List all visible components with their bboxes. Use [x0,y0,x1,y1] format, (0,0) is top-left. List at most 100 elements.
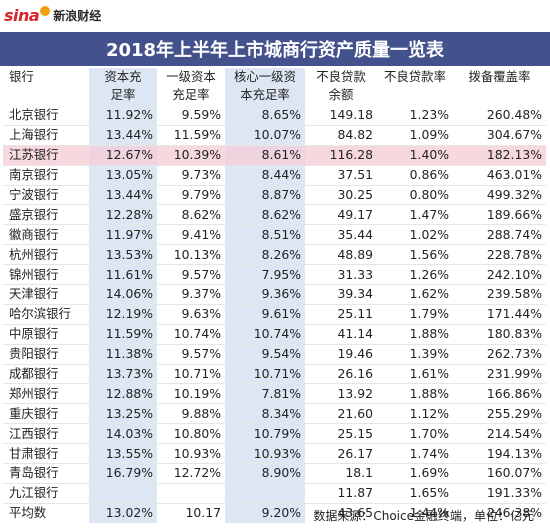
value-cell-provision-coverage: 171.44% [453,304,546,325]
bank-name-cell: 成都银行 [3,364,89,385]
value-cell-provision-coverage: 260.48% [453,106,546,126]
bank-name-cell: 北京银行 [3,106,89,126]
value-cell-provision-coverage: 262.73% [453,344,546,365]
header-line: 不良贷款 [316,69,366,84]
value-cell-capital-adequacy: 13.73% [89,364,157,385]
table-row: 锦州银行 11.61% 9.57% 7.95% 31.33 1.26% 242.10% [3,264,546,286]
value-cell-npl-ratio: 1.88% [377,324,453,345]
value-cell-core-tier1: 10.93% [225,443,305,465]
bank-name-cell: 贵阳银行 [3,344,89,365]
header-line: 银行 [9,69,34,84]
logo-brand-text: sina [4,5,40,25]
header-line: 拨备覆盖率 [468,69,531,84]
value-cell-tier1-capital: 11.59% [157,125,225,146]
value-cell-npl-ratio: 1.12% [377,403,453,425]
bank-name-cell: 徽商银行 [3,224,89,246]
value-cell-tier1-capital: 10.71% [157,364,225,385]
value-cell-core-tier1: 9.20% [225,503,305,523]
value-cell-npl-balance: 25.15 [305,423,377,445]
value-cell-core-tier1: 10.74% [225,324,305,345]
value-cell-provision-coverage: 194.13% [453,443,546,465]
value-cell-npl-balance: 41.14 [305,324,377,345]
value-cell-npl-balance: 11.87 [305,483,377,504]
value-cell-tier1-capital: 9.37% [157,284,225,305]
table-title: 2018年上半年上市城商行资产质量一览表 [0,32,550,66]
value-cell-core-tier1 [225,483,305,504]
value-cell-provision-coverage: 182.13% [453,145,546,166]
table-row: 南京银行 13.05% 9.73% 8.44% 37.51 0.86% 463.01% [3,165,546,186]
value-cell-capital-adequacy: 11.59% [89,324,157,345]
value-cell-npl-ratio: 1.61% [377,364,453,385]
value-cell-capital-adequacy: 12.19% [89,304,157,325]
bank-name-cell: 杭州银行 [3,244,89,266]
value-cell-npl-ratio: 1.40% [377,145,453,166]
value-cell-core-tier1: 8.87% [225,185,305,206]
value-cell-capital-adequacy: 13.05% [89,165,157,186]
value-cell-npl-ratio: 1.65% [377,483,453,504]
column-header-provision-coverage: 拨备覆盖率 [453,68,546,106]
bank-name-cell: 平均数 [9,505,47,521]
header-line: 充足率 [172,87,210,102]
value-cell-tier1-capital: 9.57% [157,344,225,365]
value-cell-npl-ratio: 1.56% [377,244,453,266]
value-cell-tier1-capital: 9.79% [157,185,225,206]
bank-name-cell: 南京银行 [3,165,89,186]
bank-name-cell: 盛京银行 [3,204,89,226]
value-cell-provision-coverage: 160.07% [453,463,546,484]
table-row: 杭州银行 13.53% 10.13% 8.26% 48.89 1.56% 228.78% [3,244,546,266]
value-cell-tier1-capital: 9.73% [157,165,225,186]
bank-name-cell: 九江银行 [3,483,89,504]
value-cell-tier1-capital: 9.88% [157,403,225,425]
table-row: 成都银行 13.73% 10.71% 10.71% 26.16 1.61% 231.99% [3,364,546,385]
value-cell-core-tier1: 10.07% [225,125,305,146]
sina-eye-icon [40,5,51,16]
bank-name-cell: 中原银行 [3,324,89,345]
value-cell-npl-balance: 116.28 [305,145,377,166]
value-cell-npl-balance: 13.92 [305,383,377,405]
header-line: 足率 [110,87,136,102]
value-cell-provision-coverage: 304.67% [453,125,546,146]
value-cell-provision-coverage: 239.58% [453,284,546,305]
value-cell-tier1-capital: 9.59% [157,106,225,126]
header-line: 资本充 [104,69,142,84]
header-line: 余额 [328,87,354,102]
value-cell-npl-balance: 26.16 [305,364,377,385]
value-cell-npl-balance: 19.46 [305,344,377,365]
value-cell-tier1-capital: 12.72% [157,463,225,484]
value-cell-tier1-capital: 10.80% [157,423,225,445]
value-cell-tier1-capital: 10.93% [157,443,225,465]
value-cell-provision-coverage: 231.99% [453,364,546,385]
value-cell-npl-balance: 30.25 [305,185,377,206]
value-cell-core-tier1: 9.61% [225,304,305,325]
table-row: 甘肃银行 13.55% 10.93% 10.93% 26.17 1.74% 194.13% [3,443,546,465]
bank-name-cell: 重庆银行 [3,403,89,425]
column-header-bank: 银行 [3,68,89,106]
bank-name-cell: 江西银行 [3,423,89,445]
value-cell-core-tier1: 8.34% [225,403,305,425]
table-row: 中原银行 11.59% 10.74% 10.74% 41.14 1.88% 180.83% [3,324,546,345]
value-cell-npl-balance: 25.11 [305,304,377,325]
value-cell-core-tier1: 10.79% [225,423,305,445]
value-cell-npl-ratio: 0.80% [377,185,453,206]
bank-name-cell: 宁波银行 [3,185,89,206]
value-cell-npl-ratio: 1.70% [377,423,453,445]
bank-asset-quality-table: 银行 资本充 足率 一级资本 充足率 核心一级资 本充足率 不良贷款 余额 不良贷款率 拨备覆盖率 … [3,68,546,523]
value-cell-provision-coverage: 499.32% [453,185,546,206]
bank-name-cell: 青岛银行 [3,463,89,484]
value-cell-npl-balance: 84.82 [305,125,377,146]
table-row: 郑州银行 12.88% 10.19% 7.81% 13.92 1.88% 166.86% [3,383,546,405]
value-cell-capital-adequacy: 12.28% [89,204,157,226]
value-cell-tier1-capital: 10.39% [157,145,225,166]
table-row: 九江银行 11.87 1.65% 191.33% [3,483,546,504]
value-cell-capital-adequacy: 13.25% [89,403,157,425]
column-header-npl-balance: 不良贷款 余额 [305,68,377,106]
table-row: 贵阳银行 11.38% 9.57% 9.54% 19.46 1.39% 262.73% [3,344,546,365]
header-line: 不良贷款率 [384,69,446,84]
value-cell-tier1-capital: 9.57% [157,264,225,286]
value-cell-provision-coverage: 246.38% [486,505,542,521]
bank-name-cell: 江苏银行 [3,145,89,166]
value-cell-capital-adequacy: 13.44% [89,185,157,206]
value-cell-npl-ratio: 1.69% [377,463,453,484]
value-cell-provision-coverage: 214.54% [453,423,546,445]
bank-name-cell: 锦州银行 [3,264,89,286]
